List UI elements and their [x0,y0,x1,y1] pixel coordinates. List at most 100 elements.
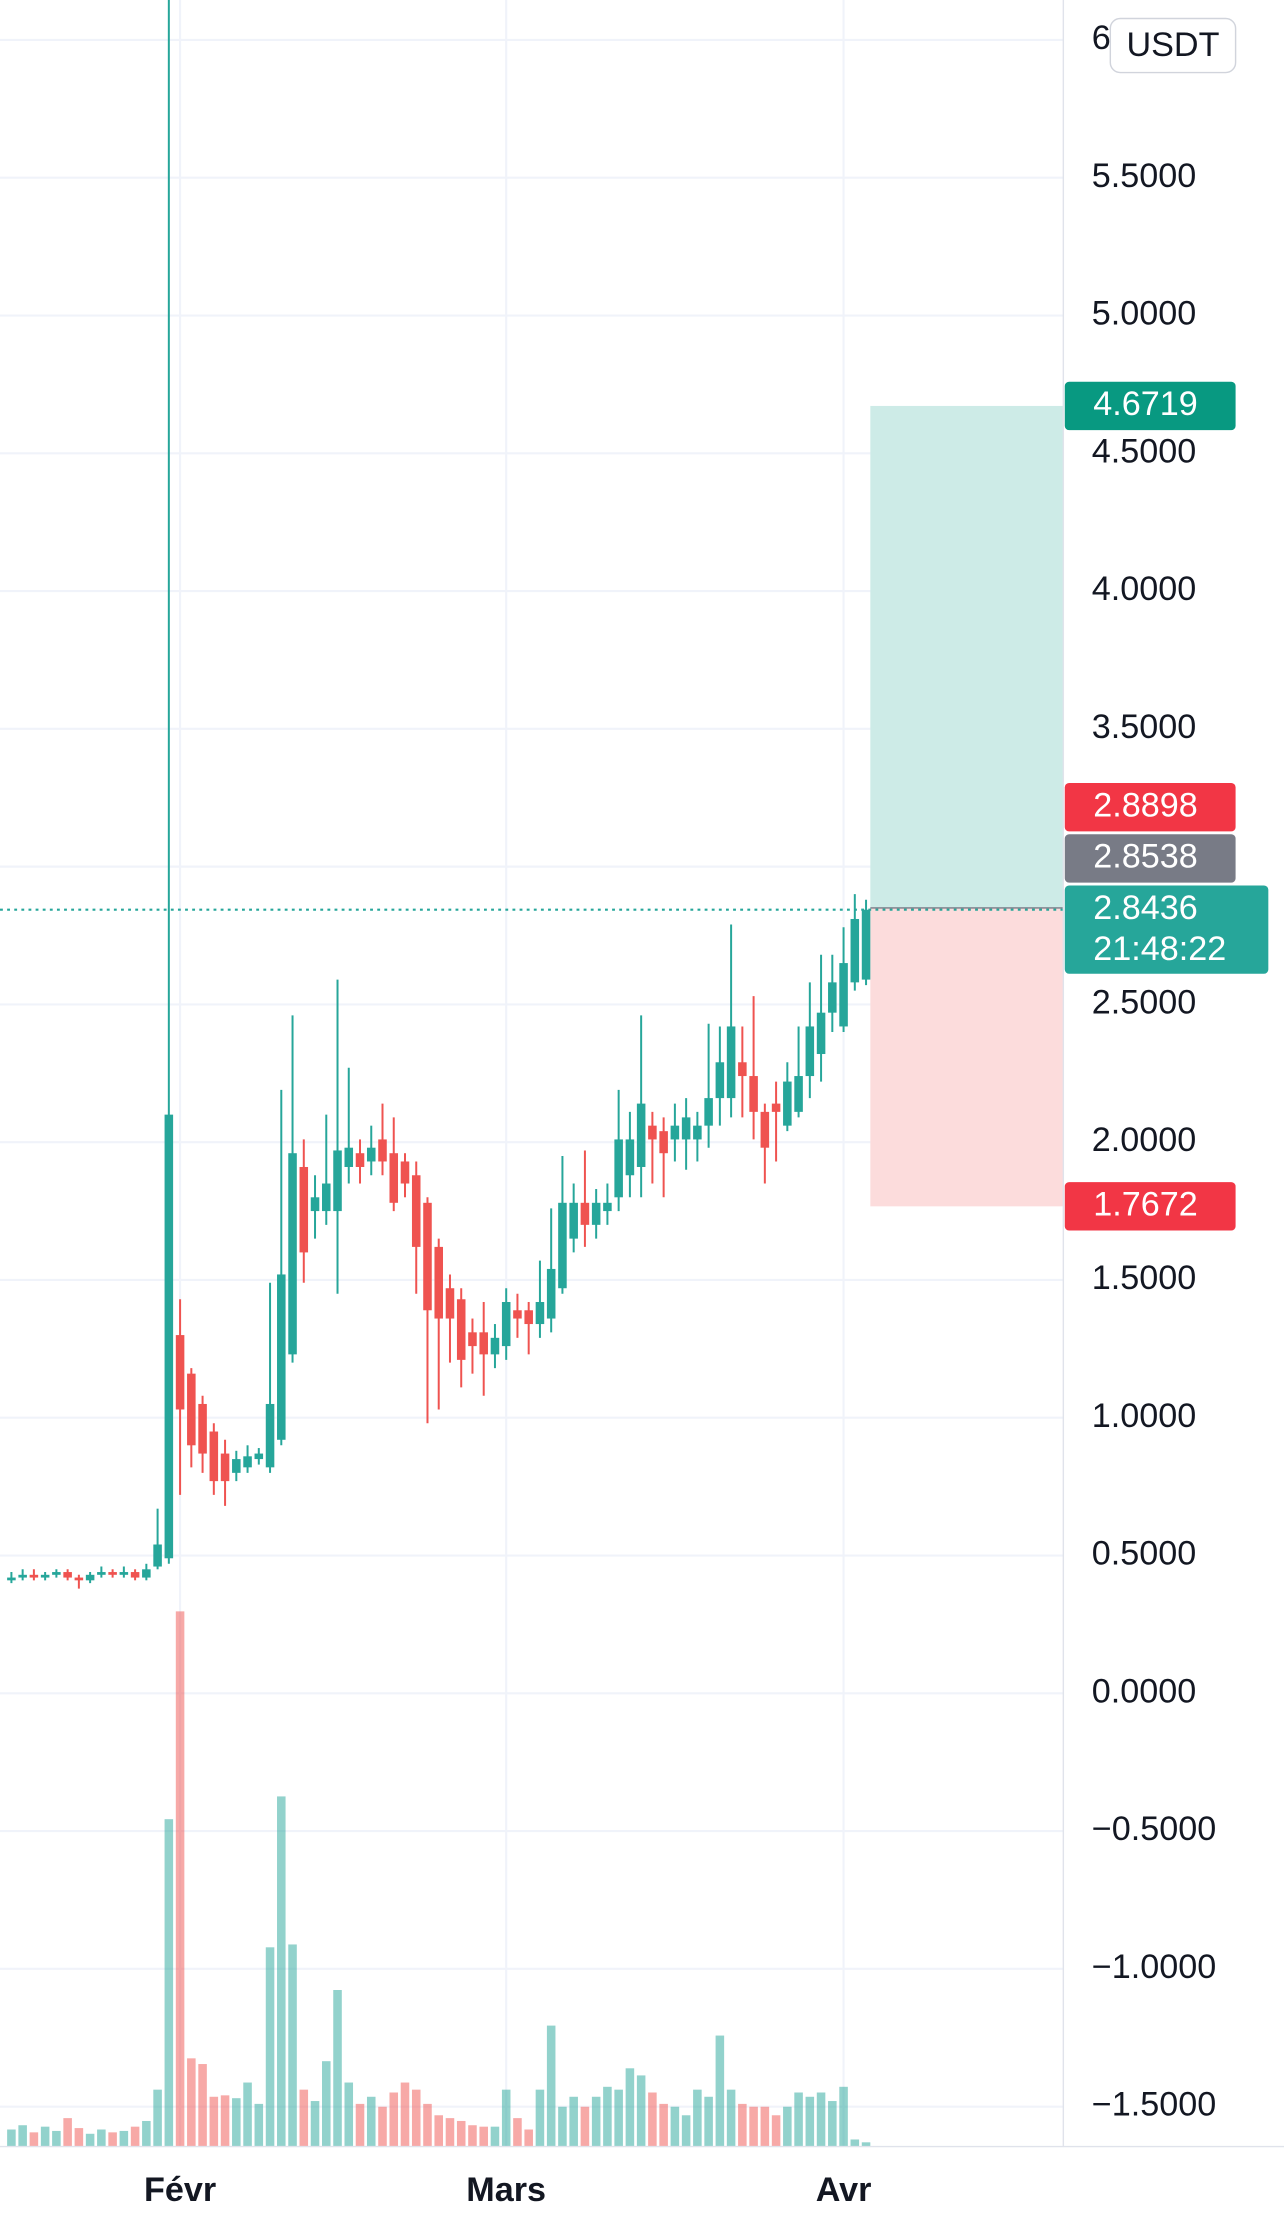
volume-bar [18,2125,27,2147]
volume-bar [288,1944,297,2147]
candle-body [333,1150,342,1212]
x-tick-label: Avr [816,2171,872,2209]
volume-bar [322,2061,331,2147]
candle-body [501,1302,511,1347]
grid [0,0,1064,2147]
volume-bar [805,2096,815,2147]
price-badge-label: 1.7672 [1093,1185,1197,1223]
volume-bar [738,2103,747,2147]
volume-bar [636,2075,646,2147]
volume-bar [659,2103,668,2147]
volume-bar [704,2096,713,2147]
candle-body [85,1574,95,1581]
volume-bar [277,1796,286,2147]
price-badge [1064,381,1236,431]
candle-body [153,1544,162,1567]
candle-body [861,909,871,980]
candle-body [400,1161,410,1184]
candle-body [558,1202,567,1289]
candle-body [378,1139,387,1162]
volume-bar [828,2101,837,2147]
volume-bar [220,2095,230,2147]
volume-bar [142,2120,151,2147]
candle-body [456,1299,466,1360]
candle-body [277,1274,286,1440]
candle-body [614,1139,623,1198]
volume-bar [861,2142,871,2147]
candle-body [142,1569,151,1578]
currency-badge[interactable]: USDT [1109,17,1237,74]
volume-bar [63,2118,72,2147]
volume-bar [209,2096,219,2147]
candle-body [479,1332,488,1355]
volume-bar [400,2082,410,2147]
volume-bar [411,2089,421,2147]
candle-body [423,1202,432,1311]
candles [0,0,1064,1589]
volume-bar [97,2129,106,2147]
volume-bar [187,2058,196,2147]
candle-body [468,1332,477,1347]
volume-bar [524,2129,533,2147]
volume-bar [164,1819,174,2147]
price-badge-label: 4.6719 [1093,385,1197,423]
volume-bar [839,2086,848,2147]
volume-bar [771,2115,781,2147]
volume-bar [299,2089,309,2147]
volume-bar [614,2089,623,2147]
candle-body [411,1175,421,1247]
candle-body [636,1103,646,1167]
price-badge [1064,783,1236,832]
y-tick-label: 5.0000 [1092,295,1196,333]
volume-bar [378,2106,387,2147]
candle-body [726,1026,736,1099]
loss-zone [870,907,1064,1207]
candle-body [670,1125,680,1140]
candle-body [693,1125,702,1140]
candle-body [310,1197,320,1212]
x-tick-label: Févr [144,2171,216,2209]
y-tick-label: 1.5000 [1092,1259,1196,1297]
y-tick-label: 4.5000 [1092,432,1196,470]
volume-bar [445,2118,455,2147]
candle-body [355,1153,365,1167]
volume-bar [310,2101,320,2147]
candle-body [164,1114,174,1559]
volume-bar [434,2115,443,2147]
candle-body [603,1202,612,1212]
currency-box[interactable] [1109,17,1237,74]
candle-body [490,1337,500,1355]
volume-bar [850,2139,860,2147]
candle-body [254,1453,264,1460]
candle-body [108,1572,117,1575]
volume-bar [366,2096,376,2147]
volume-bar [7,2129,16,2147]
volume-bar [344,2082,354,2147]
candle-body [591,1202,601,1225]
volume-bar [794,2092,803,2147]
volume-bar [693,2089,702,2147]
y-tick-label: 0.5000 [1092,1535,1196,1573]
volume-bar [501,2089,511,2147]
candle-body [52,1572,61,1575]
candle-body [546,1268,556,1319]
candle-body [243,1456,252,1468]
volume-bar [513,2118,522,2147]
candle-body [175,1335,185,1410]
volume-bar [558,2106,567,2147]
volume-bar [681,2115,691,2147]
position-tool [870,405,1064,1207]
candle-body [389,1153,399,1203]
volume-bar [153,2089,162,2147]
volume-bar [74,2128,84,2147]
candle-body [783,1081,792,1126]
candle-body [198,1403,207,1454]
candle-body [265,1403,275,1468]
volume-bar [726,2089,736,2147]
y-tick-label: −0.5000 [1092,1810,1216,1848]
candle-body [715,1062,725,1099]
volume [7,1611,871,2147]
currency-label[interactable]: USDT [1126,26,1219,64]
